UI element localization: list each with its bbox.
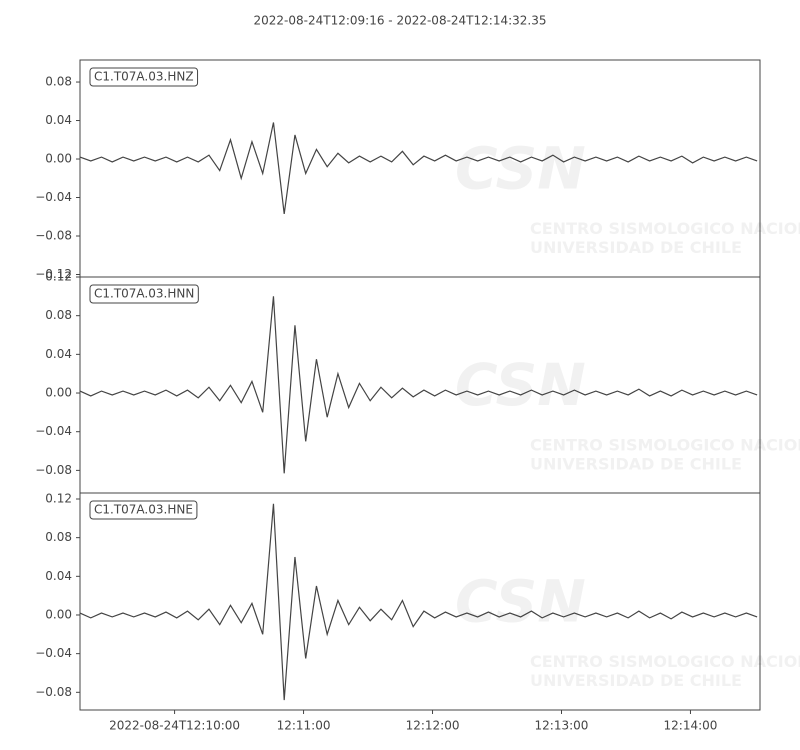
watermark-text: UNIVERSIDAD DE CHILE [530, 671, 742, 690]
waveform [79, 296, 758, 474]
y-tick-label: −0.08 [35, 463, 72, 477]
watermark-logo: CSN [455, 351, 586, 419]
watermark-logo: CSN [455, 135, 586, 203]
y-tick-label: 0.00 [45, 607, 72, 621]
y-tick-label: 0.04 [45, 569, 72, 583]
y-tick-label: 0.08 [45, 75, 72, 89]
panel-frame [79, 492, 761, 711]
watermark-text: CENTRO SISMOLOGICO NACIONAL [530, 652, 800, 671]
x-tick-label: 12:13:00 [535, 719, 589, 733]
y-tick-label: −0.08 [35, 685, 72, 699]
y-tick-label: 0.08 [45, 308, 72, 322]
trace-name: C1.T07A.03.HNN [94, 287, 194, 301]
y-tick-label: 0.08 [45, 530, 72, 544]
y-tick-label: −0.12 [35, 267, 72, 281]
y-tick-label: −0.04 [35, 646, 72, 660]
y-tick-label: −0.04 [35, 190, 72, 204]
trace-name: C1.T07A.03.HNZ [94, 70, 194, 84]
y-tick-label: 0.00 [45, 152, 72, 166]
trace-name: C1.T07A.03.HNE [94, 503, 193, 517]
trace-label: C1.T07A.03.HNE [89, 500, 198, 520]
watermark-text: UNIVERSIDAD DE CHILE [530, 238, 742, 257]
y-tick-label: 0.12 [45, 270, 72, 284]
trace-label: C1.T07A.03.HNZ [89, 67, 199, 87]
waveform [79, 122, 758, 214]
watermark-text: CENTRO SISMOLOGICO NACIONAL [530, 436, 800, 455]
watermark-text: UNIVERSIDAD DE CHILE [530, 455, 742, 474]
waveform [79, 503, 758, 701]
trace-name-box [89, 500, 198, 520]
trace-name-box [89, 67, 199, 87]
x-tick-label: 12:14:00 [664, 719, 718, 733]
y-tick-label: 0.12 [45, 491, 72, 505]
x-tick-label: 2022-08-24T12:10:00 [109, 719, 240, 733]
trace-label: C1.T07A.03.HNN [89, 284, 199, 304]
y-tick-label: −0.08 [35, 229, 72, 243]
chart-title: 2022-08-24T12:09:16 - 2022-08-24T12:14:3… [254, 14, 547, 28]
y-tick-label: 0.00 [45, 386, 72, 400]
x-tick-label: 12:12:00 [406, 719, 460, 733]
x-tick-label: 12:11:00 [277, 719, 331, 733]
y-tick-label: 0.04 [45, 347, 72, 361]
watermark-text: CENTRO SISMOLOGICO NACIONAL [530, 219, 800, 238]
watermark-logo: CSN [455, 568, 586, 636]
trace-name-box [89, 284, 199, 304]
y-tick-label: 0.04 [45, 113, 72, 127]
y-tick-label: −0.04 [35, 424, 72, 438]
